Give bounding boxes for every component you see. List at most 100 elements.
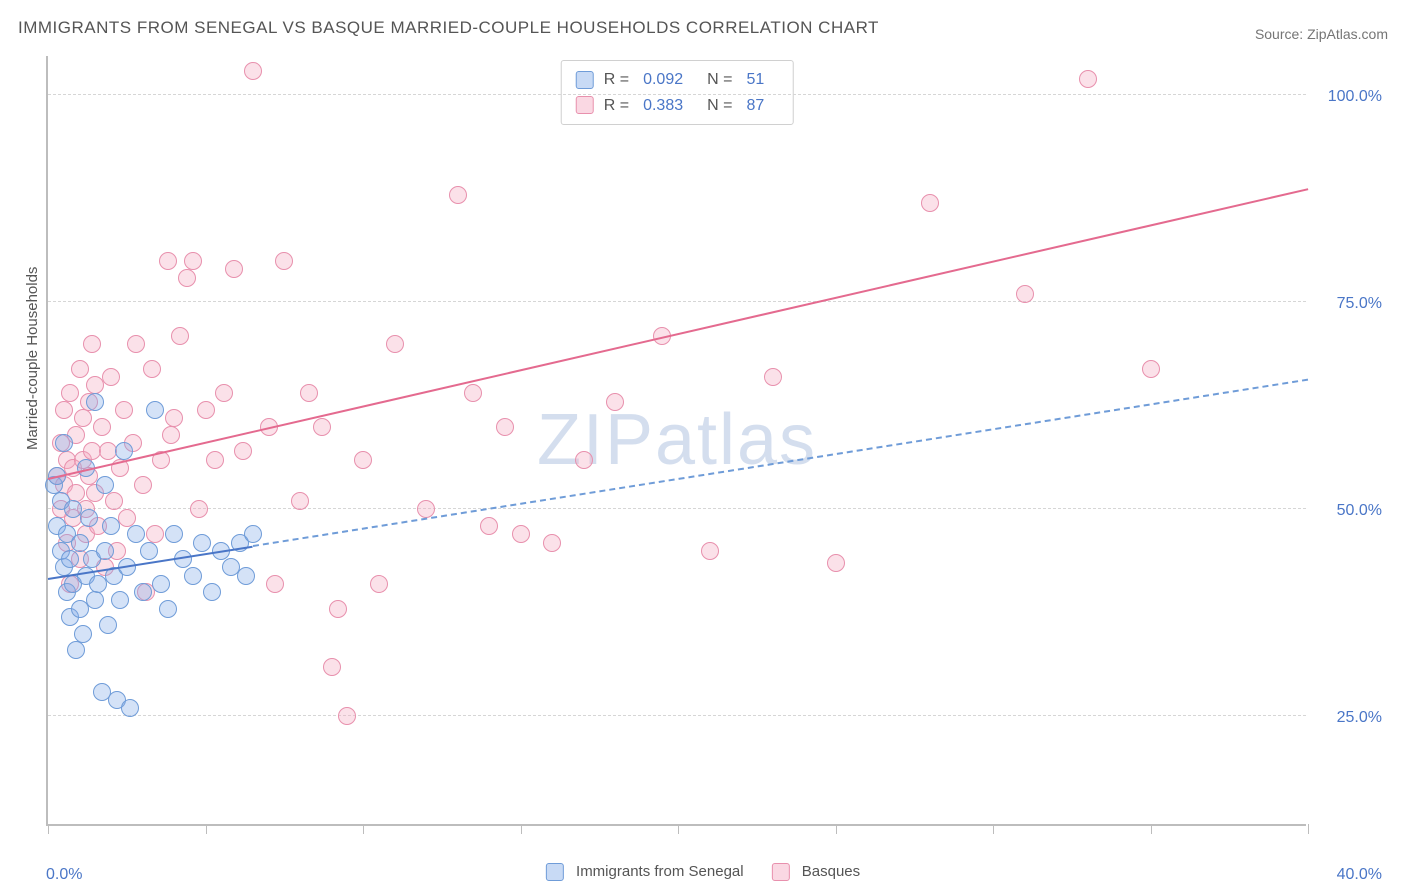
scatter-point bbox=[86, 591, 104, 609]
x-tick bbox=[521, 824, 522, 834]
gridline bbox=[48, 301, 1306, 302]
scatter-point bbox=[102, 517, 120, 535]
scatter-point bbox=[102, 368, 120, 386]
x-axis-min-label: 0.0% bbox=[46, 866, 82, 884]
scatter-point bbox=[480, 517, 498, 535]
scatter-point bbox=[96, 542, 114, 560]
scatter-point bbox=[80, 509, 98, 527]
scatter-point bbox=[323, 658, 341, 676]
scatter-point bbox=[171, 327, 189, 345]
scatter-point bbox=[165, 525, 183, 543]
scatter-point bbox=[71, 360, 89, 378]
swatch-blue-icon bbox=[576, 71, 594, 89]
scatter-point bbox=[127, 335, 145, 353]
scatter-point bbox=[134, 583, 152, 601]
scatter-point bbox=[206, 451, 224, 469]
scatter-point bbox=[215, 384, 233, 402]
chart-title: IMMIGRANTS FROM SENEGAL VS BASQUE MARRIE… bbox=[18, 18, 879, 38]
stats-row-pink: R = 0.383 N = 87 bbox=[576, 93, 779, 119]
scatter-point bbox=[606, 393, 624, 411]
watermark-text: ZIPatlas bbox=[537, 399, 817, 481]
scatter-point bbox=[275, 252, 293, 270]
scatter-point bbox=[178, 269, 196, 287]
scatter-point bbox=[512, 525, 530, 543]
y-tick-label: 100.0% bbox=[1328, 88, 1382, 106]
scatter-point bbox=[237, 567, 255, 585]
scatter-point bbox=[313, 418, 331, 436]
scatter-point bbox=[105, 492, 123, 510]
scatter-point bbox=[159, 252, 177, 270]
scatter-point bbox=[464, 384, 482, 402]
y-axis-label: Married-couple Households bbox=[24, 267, 41, 450]
x-axis-max-label: 40.0% bbox=[1337, 866, 1382, 884]
y-tick-label: 25.0% bbox=[1337, 709, 1382, 727]
scatter-point bbox=[61, 550, 79, 568]
scatter-point bbox=[152, 575, 170, 593]
gridline bbox=[48, 715, 1306, 716]
scatter-point bbox=[386, 335, 404, 353]
x-tick bbox=[1151, 824, 1152, 834]
scatter-point bbox=[1016, 285, 1034, 303]
n-label: N = bbox=[707, 93, 732, 119]
regression-line-pink bbox=[48, 188, 1308, 480]
scatter-point bbox=[111, 591, 129, 609]
gridline bbox=[48, 508, 1306, 509]
scatter-point bbox=[140, 542, 158, 560]
scatter-point bbox=[354, 451, 372, 469]
chart-container: IMMIGRANTS FROM SENEGAL VS BASQUE MARRIE… bbox=[0, 0, 1406, 892]
swatch-pink-icon bbox=[576, 96, 594, 114]
scatter-point bbox=[61, 384, 79, 402]
scatter-point bbox=[203, 583, 221, 601]
scatter-point bbox=[266, 575, 284, 593]
scatter-point bbox=[764, 368, 782, 386]
scatter-point bbox=[55, 434, 73, 452]
r-label: R = bbox=[604, 93, 629, 119]
scatter-point bbox=[67, 484, 85, 502]
y-tick-label: 50.0% bbox=[1337, 502, 1382, 520]
scatter-point bbox=[197, 401, 215, 419]
scatter-point bbox=[1079, 70, 1097, 88]
plot-area: ZIPatlas R = 0.092 N = 51 R = 0.383 N = … bbox=[46, 56, 1306, 826]
legend-label-pink: Basques bbox=[802, 863, 860, 880]
r-label: R = bbox=[604, 67, 629, 93]
scatter-point bbox=[143, 360, 161, 378]
stats-row-blue: R = 0.092 N = 51 bbox=[576, 67, 779, 93]
r-value-blue: 0.092 bbox=[643, 67, 683, 93]
x-tick bbox=[836, 824, 837, 834]
scatter-point bbox=[921, 194, 939, 212]
scatter-point bbox=[134, 476, 152, 494]
scatter-point bbox=[99, 616, 117, 634]
x-tick bbox=[363, 824, 364, 834]
x-tick bbox=[1308, 824, 1309, 834]
scatter-point bbox=[449, 186, 467, 204]
x-tick bbox=[48, 824, 49, 834]
swatch-pink-icon bbox=[772, 863, 790, 881]
scatter-point bbox=[162, 426, 180, 444]
legend-item-pink: Basques bbox=[772, 863, 861, 881]
regression-line-blue-dashed bbox=[253, 379, 1309, 547]
scatter-point bbox=[67, 641, 85, 659]
scatter-point bbox=[543, 534, 561, 552]
scatter-point bbox=[701, 542, 719, 560]
scatter-point bbox=[300, 384, 318, 402]
scatter-point bbox=[244, 525, 262, 543]
stats-legend-box: R = 0.092 N = 51 R = 0.383 N = 87 bbox=[561, 60, 794, 125]
scatter-point bbox=[575, 451, 593, 469]
scatter-point bbox=[74, 625, 92, 643]
y-tick-label: 75.0% bbox=[1337, 295, 1382, 313]
legend-label-blue: Immigrants from Senegal bbox=[576, 863, 744, 880]
x-tick bbox=[678, 824, 679, 834]
scatter-point bbox=[225, 260, 243, 278]
scatter-point bbox=[115, 442, 133, 460]
scatter-point bbox=[55, 401, 73, 419]
scatter-point bbox=[86, 393, 104, 411]
x-tick bbox=[206, 824, 207, 834]
scatter-point bbox=[338, 707, 356, 725]
gridline bbox=[48, 94, 1306, 95]
n-label: N = bbox=[707, 67, 732, 93]
n-value-blue: 51 bbox=[746, 67, 764, 93]
scatter-point bbox=[827, 554, 845, 572]
scatter-point bbox=[93, 418, 111, 436]
scatter-point bbox=[115, 401, 133, 419]
scatter-point bbox=[244, 62, 262, 80]
